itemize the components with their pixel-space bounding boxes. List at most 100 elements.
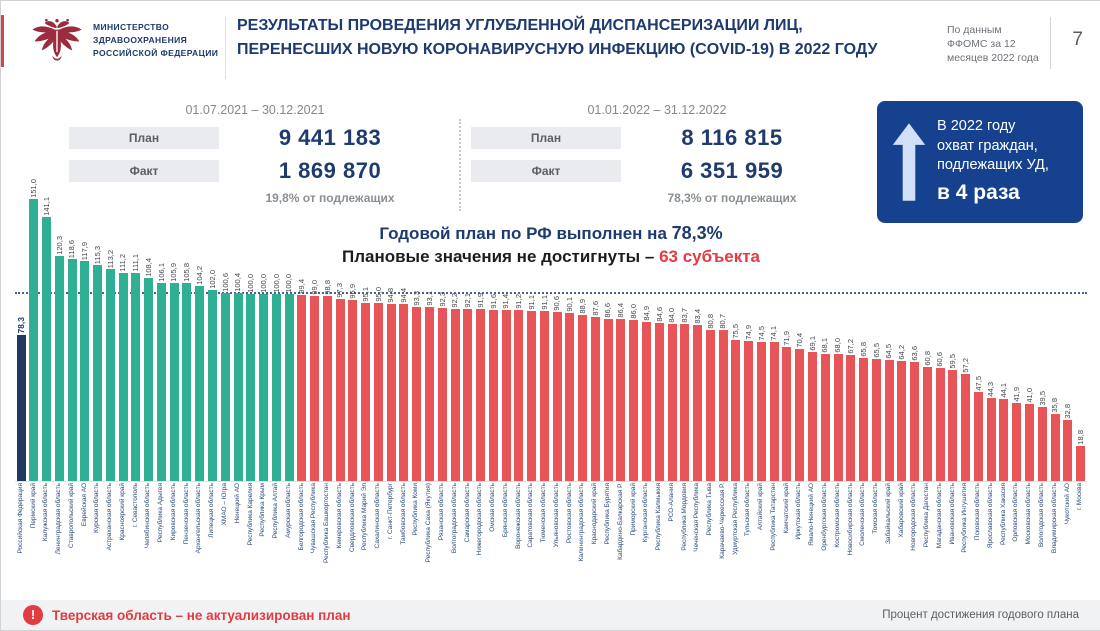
bar-value-label: 100,6 <box>220 273 230 292</box>
bar-column: 83,7 <box>679 157 691 481</box>
bar <box>539 311 549 481</box>
bar-value-label: 78,3 <box>15 317 26 334</box>
bar-category-label: Ненецкий АО <box>233 483 241 524</box>
bar <box>986 398 996 481</box>
bar-value-label: 104,2 <box>194 266 204 285</box>
bar-column: 71,9 <box>781 157 793 481</box>
bar-column: 86,6 <box>602 157 614 481</box>
bar-category-label: Чувашская Республика <box>310 483 318 554</box>
bar-column: 18,8 <box>1075 157 1087 481</box>
bar-value-label: 68,1 <box>820 338 830 353</box>
bar-category-label: Удмуртская Республика <box>731 483 739 555</box>
bar <box>233 293 243 481</box>
bar-category-label: Новгородская область <box>910 483 918 551</box>
bar <box>769 342 779 481</box>
bar-column: 91,4 <box>500 157 512 481</box>
highlight-strong: в 4 раза <box>937 180 1020 204</box>
bar <box>693 325 703 481</box>
plan-label-2022: План <box>471 127 621 149</box>
bar <box>169 283 179 481</box>
chart-plot: 78,3 151,0 141,1 120,3 118,6 117,9 115,3 113,2 1… <box>15 157 1087 482</box>
bar <box>195 286 205 481</box>
bar <box>642 322 652 481</box>
bar-category-label: Курганская область <box>642 483 650 543</box>
bar-column: 60,8 <box>921 157 933 481</box>
bar-category-label: Волгоградская область <box>450 483 458 554</box>
bar-column: 32,8 <box>1062 157 1074 481</box>
bar <box>948 370 958 481</box>
bar <box>386 304 396 481</box>
bar-category-label: Тульская область <box>744 483 752 537</box>
bar <box>603 319 613 481</box>
bar <box>259 294 269 481</box>
bar <box>373 303 383 481</box>
bar-column: 64,5 <box>883 157 895 481</box>
bar <box>514 310 524 481</box>
bar-column: 44,1 <box>998 157 1010 481</box>
bar <box>207 290 217 481</box>
bar-column: 70,4 <box>794 157 806 481</box>
coverage-note-2022: 78,3% от подлежащих <box>667 191 797 205</box>
bar-value-label: 65,8 <box>858 342 868 357</box>
bar-column: 93,3 <box>411 157 423 481</box>
bar <box>182 283 192 481</box>
bar <box>131 273 141 481</box>
period-stats: 01.07.2021 – 30.12.2021 План 9 441 183 Ф… <box>1 103 861 223</box>
bar <box>246 294 256 481</box>
bar-column: 95,0 <box>372 157 384 481</box>
bar <box>961 374 971 481</box>
period-2021: 01.07.2021 – 30.12.2021 План 9 441 183 Ф… <box>69 103 441 205</box>
bar-category-label: Костромская область <box>833 483 841 548</box>
bar-column: 47,5 <box>972 157 984 481</box>
bar-column: 102,0 <box>206 157 218 481</box>
bar-value-label: 93,3 <box>411 291 421 306</box>
bar-value-label: 39,5 <box>1037 391 1047 406</box>
bar <box>871 359 881 481</box>
bar-column: 87,6 <box>589 157 601 481</box>
bar-category-label: Республика Ингушетия <box>961 483 969 553</box>
bar-category-label: Томская область <box>872 483 880 534</box>
bar-category-label: Ямало-Ненецкий АО <box>808 483 816 546</box>
bar <box>1037 407 1047 481</box>
bar-value-label: 64,2 <box>897 345 907 360</box>
bar-column: 95,1 <box>360 157 372 481</box>
axis-note: Процент достижения годового плана <box>882 609 1079 621</box>
bar-column: 64,2 <box>896 157 908 481</box>
bar-category-label: г. Севастополь <box>131 483 139 528</box>
ministry-name: Министерство здравоохранения Российской … <box>93 22 219 59</box>
fact-value-2022: 6 351 959 <box>680 158 784 183</box>
bar <box>884 360 894 481</box>
bar-category-label: Приморский край <box>629 483 637 536</box>
bar <box>667 324 677 481</box>
bar-category-label: Калужская область <box>42 483 50 542</box>
bar-column: 111,2 <box>117 157 129 481</box>
bar <box>910 362 920 481</box>
bar <box>1050 414 1060 481</box>
bar <box>437 308 447 481</box>
bar-value-label: 91,1 <box>539 295 549 310</box>
plan-label-2021: План <box>69 127 219 149</box>
bar-category-label: Республика Тыва <box>706 483 714 536</box>
bar-category-label: Республика Башкортостан <box>323 483 331 563</box>
reference-line-100 <box>15 292 1087 294</box>
bar-category-label: Ставропольский край <box>67 483 75 548</box>
highlight-text: В 2022 году охват граждан, подлежащих УД… <box>937 117 1049 207</box>
bar-category-label: Саратовская область <box>527 483 535 548</box>
bar-column: 100,0 <box>258 157 270 481</box>
bar-value-label: 84,9 <box>641 306 651 321</box>
bar-category-label: Ивановская область <box>948 483 956 545</box>
bar-value-label: 41,0 <box>1024 388 1034 403</box>
bar-column: 91,2 <box>513 157 525 481</box>
bar-category-label: г. Санкт-Петербург <box>386 483 394 540</box>
bar-column: 99,0 <box>309 157 321 481</box>
bar-value-label: 100,0 <box>246 274 256 293</box>
highlight-box: В 2022 году охват граждан, подлежащих УД… <box>877 101 1083 223</box>
bar-value-label: 100,0 <box>284 274 294 293</box>
bar <box>1024 404 1034 481</box>
bar <box>156 283 166 481</box>
bar-column: 93,1 <box>424 157 436 481</box>
bar-value-label: 41,9 <box>1011 387 1021 402</box>
fact-label-2021: Факт <box>69 160 219 182</box>
bar <box>565 313 575 481</box>
page-number-divider <box>1050 17 1051 69</box>
